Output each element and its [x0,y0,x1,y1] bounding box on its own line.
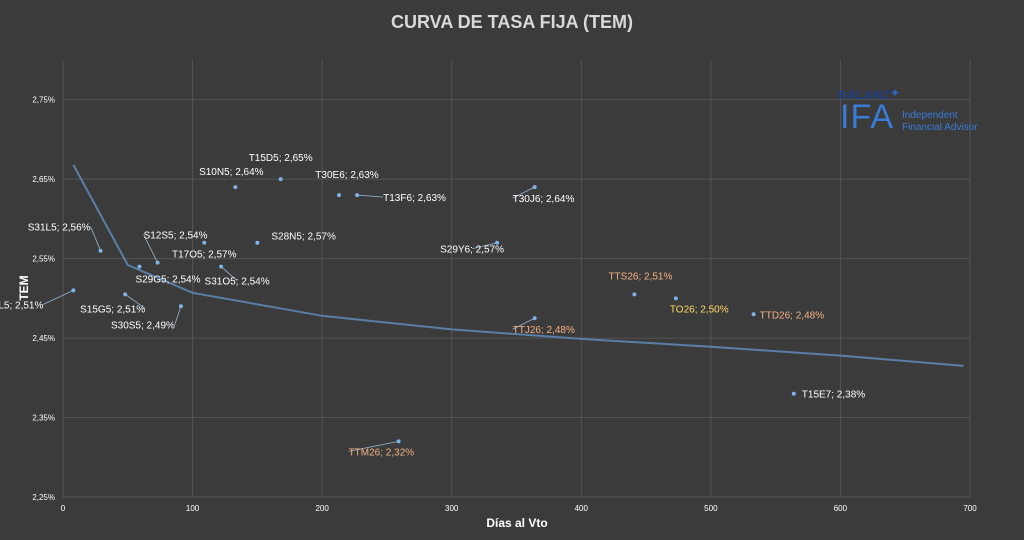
y-tick-labels: 2,25% 2,35% 2,45% 2,55% 2,65% 2,75% [32,96,55,502]
y-tick-label: 2,25% [32,493,55,502]
y-tick-label: 2,75% [32,96,55,105]
label-leader-line [471,242,498,250]
data-point [396,439,401,444]
balanz-ifa-logo: BALANZ ✦ IFA Independent Financial Advis… [838,86,1008,148]
label-leader-line [124,294,146,309]
data-label: T17O5; 2,57% [172,250,237,261]
label-leader-line [143,234,158,263]
x-tick-labels: 0 100 200 300 400 500 600 700 [61,504,977,513]
y-tick-label: 2,65% [32,175,55,184]
data-label: TTS26; 2,51% [608,271,672,282]
label-leaders [43,186,535,452]
data-point [278,177,283,182]
y-tick-label: 2,45% [32,334,55,343]
logo-subtitle-1: Independent [902,110,958,121]
label-leader-line [174,306,182,325]
x-axis-label: Días al Vto [486,516,547,530]
y-tick-label: 2,55% [32,255,55,264]
data-point [532,185,537,190]
label-leader-line [512,317,535,330]
data-point [791,391,796,396]
data-point [71,288,76,293]
data-point [202,240,207,245]
data-label: S31L5; 2,56% [28,223,91,234]
data-label: S31O5; 2,54% [205,277,270,288]
data-point [336,193,341,198]
data-label: TTJ26; 2,48% [513,325,575,336]
x-tick-label: 100 [186,504,200,513]
label-leader-line [43,290,74,305]
data-point [123,292,128,297]
data-point [137,264,142,269]
trend-line [72,164,964,367]
data-point [255,240,260,245]
data-label: S10N5; 2,64% [199,167,264,178]
data-point [495,240,500,245]
label-leader-line [220,266,238,281]
data-points [71,177,796,444]
data-point [673,296,678,301]
data-point [98,248,103,253]
x-tick-label: 300 [445,504,459,513]
logo-brand: BALANZ [838,88,891,102]
data-label: S30S5; 2,49% [111,320,175,331]
x-tick-label: 500 [704,504,718,513]
data-label: S15G5; 2,51% [80,304,145,315]
data-point [155,260,160,265]
data-label: T30E6; 2,63% [315,170,378,181]
data-point [219,264,224,269]
data-label: S12S5; 2,54% [144,231,208,242]
x-tick-label: 0 [61,504,66,513]
data-label: S29G5; 2,54% [135,275,200,286]
data-label: T15D5; 2,65% [249,153,313,164]
data-label: TO26; 2,50% [670,304,729,315]
data-label: T13F6; 2,63% [383,193,446,204]
data-point [355,193,360,198]
data-label: T30J6; 2,64% [513,194,575,205]
x-tick-label: 200 [315,504,329,513]
data-label: TTD26; 2,48% [760,310,825,321]
x-tick-label: 400 [575,504,589,513]
data-label: S29Y6; 2,57% [440,245,504,256]
x-tick-label: 700 [963,504,977,513]
grid [62,60,971,498]
label-leader-line [90,226,101,251]
data-labels: S10L5; 2,51% S31L5; 2,56% S15G5; 2,51% S29G… [0,153,865,458]
label-leader-line [348,440,399,452]
data-point [532,316,537,321]
label-leader-line [357,194,384,198]
logo-star-icon: ✦ [890,86,901,100]
logo-ifa: IFA [840,98,895,136]
chart-title: CURVA DE TASA FIJA (TEM) [391,12,633,32]
data-point [178,304,183,309]
data-label: S28N5; 2,57% [271,232,336,243]
x-tick-label: 600 [834,504,848,513]
y-tick-label: 2,35% [32,414,55,423]
data-label: S10L5; 2,51% [0,300,43,311]
logo-subtitle-2: Financial Advisor [902,122,978,133]
data-point [233,185,238,190]
data-label: T15E7; 2,38% [802,390,865,401]
y-axis-label: TEM [17,275,31,300]
label-leader-line [512,186,535,199]
data-point [632,292,637,297]
data-point [751,312,756,317]
data-label: TTM26; 2,32% [349,447,415,458]
